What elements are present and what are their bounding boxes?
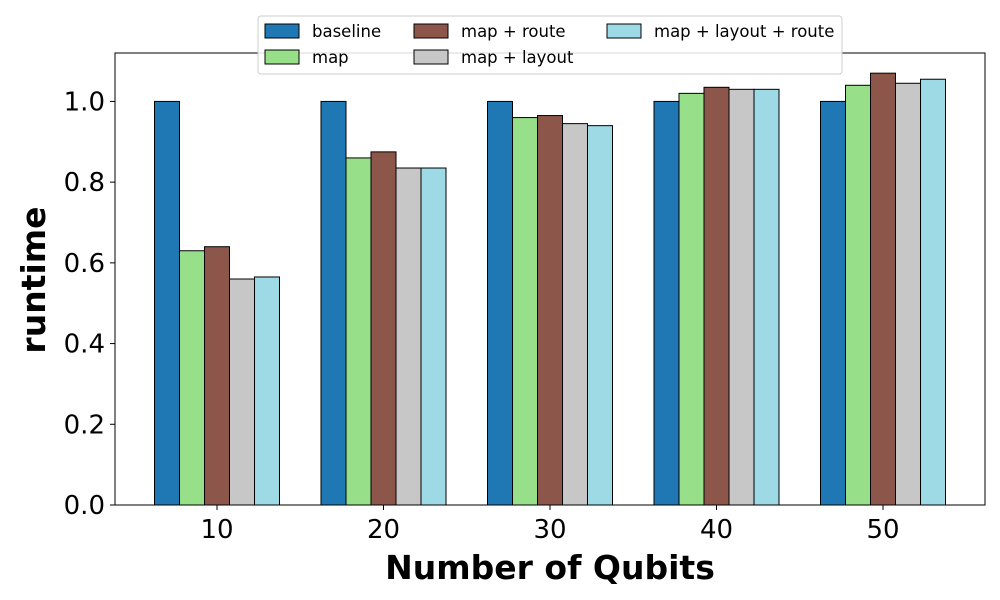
legend-swatch — [264, 23, 300, 39]
legend-swatch — [413, 49, 449, 65]
bar-map-route-10 — [204, 246, 230, 506]
bar-baseline-50 — [820, 100, 846, 506]
bar-baseline-40 — [653, 100, 680, 506]
bar-map-layout-20 — [395, 167, 422, 506]
y-tick-label: 0.2 — [64, 410, 105, 440]
x-tick-label: 50 — [866, 515, 899, 545]
legend-label: map + route — [461, 22, 566, 41]
y-tick-label: 0.8 — [64, 168, 105, 198]
bar-map-10 — [179, 250, 205, 506]
bar-map-50 — [845, 84, 871, 506]
x-tick-label: 40 — [700, 515, 733, 545]
bar-map-layout-40 — [728, 88, 755, 506]
legend-swatch — [264, 49, 300, 65]
bar-map-layout-30 — [562, 123, 588, 506]
bar-baseline-10 — [154, 100, 180, 506]
bar-map-layout-route-10 — [254, 276, 280, 506]
bar-baseline-20 — [320, 100, 347, 506]
bar-map-20 — [345, 157, 372, 506]
x-axis-title: Number of Qubits — [385, 548, 715, 587]
x-tick-label: 30 — [533, 515, 566, 545]
legend: baseline map map + route map + layout map + … — [257, 15, 843, 75]
bar-map-route-40 — [703, 86, 730, 506]
bar-map-route-20 — [370, 151, 397, 506]
axes-layer: 0.0 0.2 0.4 0.6 0.8 1.0 10 20 30 40 50 — [64, 87, 900, 545]
legend-swatch — [413, 23, 449, 39]
y-tick-label: 0.4 — [64, 330, 105, 360]
bars-layer — [154, 72, 946, 506]
x-tick-label: 20 — [367, 515, 400, 545]
y-tick-label: 1.0 — [64, 87, 105, 117]
x-tick-label: 10 — [200, 515, 233, 545]
bar-map-route-30 — [537, 115, 563, 506]
y-tick-label: 0.0 — [64, 491, 105, 521]
y-axis-title: runtime — [14, 206, 53, 353]
legend-label: map + layout — [461, 48, 574, 67]
legend-label: map + layout + route — [654, 22, 834, 41]
bar-map-layout-route-30 — [587, 125, 613, 506]
bar-map-layout-route-20 — [420, 167, 447, 506]
legend-label: baseline — [312, 22, 381, 41]
bar-map-layout-route-40 — [753, 88, 780, 506]
bar-map-layout-10 — [229, 278, 255, 506]
legend-swatch — [606, 23, 642, 39]
y-tick-label: 0.6 — [64, 249, 105, 279]
bar-map-layout-route-50 — [920, 78, 946, 506]
legend-frame — [257, 15, 843, 75]
bar-map-route-50 — [870, 72, 896, 506]
bar-map-layout-50 — [895, 82, 921, 506]
bar-map-40 — [678, 92, 705, 506]
legend-label: map — [312, 48, 349, 67]
bar-baseline-30 — [487, 100, 513, 506]
bar-map-30 — [512, 117, 538, 506]
